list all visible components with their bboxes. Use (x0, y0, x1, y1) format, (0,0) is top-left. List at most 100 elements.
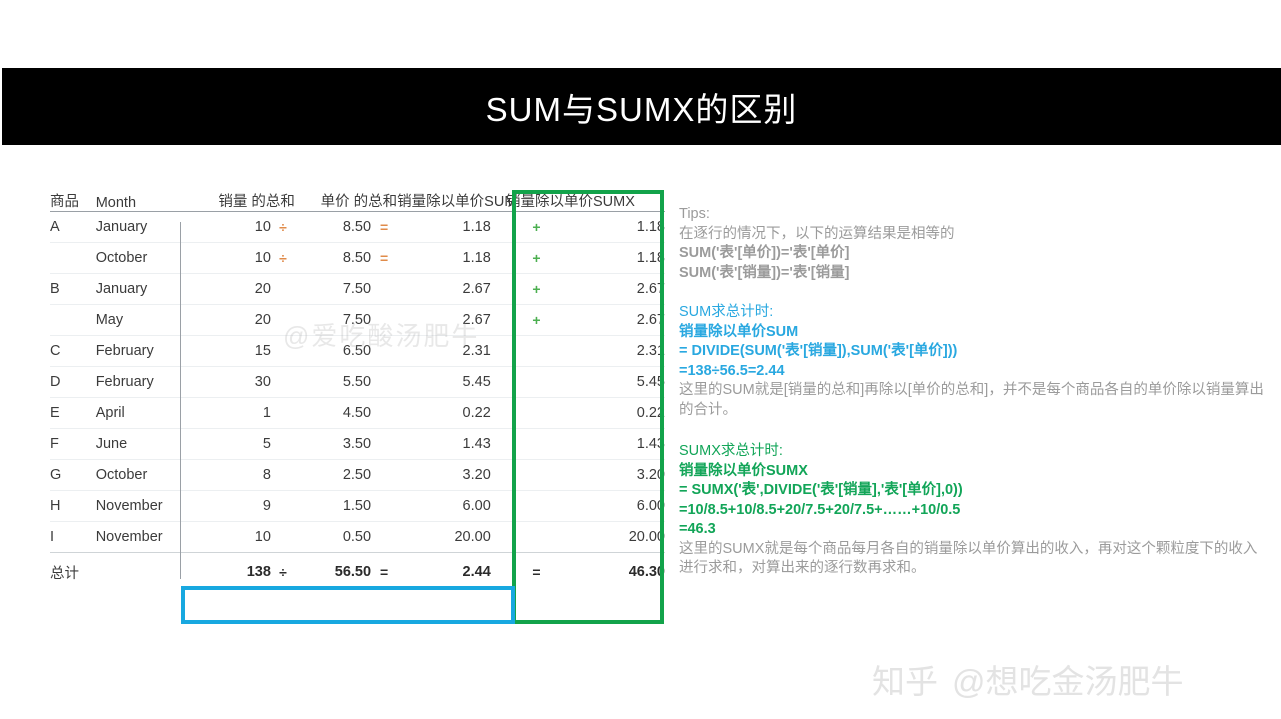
header-month: Month (95, 195, 137, 211)
cell-op-divide: ÷ (270, 242, 295, 274)
total-op-equals: = (371, 552, 398, 591)
cell-qty: 10 (199, 211, 271, 243)
cell-op-divide (270, 273, 295, 305)
total-op-equals-x: = (506, 552, 567, 591)
page-title: SUM与SUMX的区别 (485, 90, 798, 128)
cell-op-divide (270, 304, 295, 336)
cell-gap (490, 459, 507, 491)
sum-heading: SUM求总计时: (679, 304, 774, 320)
cell-op-plus (506, 521, 567, 553)
sumx-result: =46.3 (679, 521, 716, 537)
cell-qty: 9 (199, 490, 271, 522)
sumx-expansion: =10/8.5+10/8.5+20/7.5+20/7.5+……+10/0.5 (679, 501, 961, 518)
header-product: 商品 (50, 194, 79, 210)
cell-product: G (50, 459, 96, 491)
tips-line-3: SUM('表'[销量])='表'[销量] (679, 264, 850, 281)
cell-gap (490, 521, 507, 553)
cell-product (50, 242, 96, 274)
total-op-divide: ÷ (270, 552, 295, 591)
cell-qty: 10 (199, 521, 271, 553)
cell-op-equals (371, 397, 398, 429)
cell-qty: 20 (199, 273, 271, 305)
sumx-heading: SUMX求总计时: (679, 443, 783, 459)
cell-sumx: 20.00 (566, 521, 665, 553)
cell-sumx: 1.18 (566, 211, 665, 243)
cell-op-divide (270, 459, 295, 491)
cell-op-plus (506, 428, 567, 460)
header-sum: 销量除以单价SUM (397, 194, 517, 210)
cell-sum: 0.22 (397, 397, 491, 429)
cell-op-equals (371, 304, 398, 336)
cell-op-divide (270, 428, 295, 460)
cell-op-equals (371, 521, 398, 553)
sum-result: =138÷56.5=2.44 (679, 362, 785, 379)
cell-gap (490, 242, 507, 274)
cell-sumx: 2.67 (566, 273, 665, 305)
cell-op-equals (371, 366, 398, 398)
cell-product (50, 304, 96, 336)
total-qty: 138 (199, 552, 271, 591)
cell-op-equals (371, 273, 398, 305)
cell-qty: 1 (199, 397, 271, 429)
cell-qty: 30 (199, 366, 271, 398)
cell-gap (490, 366, 507, 398)
sum-total-highlight-box (181, 586, 515, 624)
total-label: 总计 (50, 552, 96, 591)
cell-month: February (95, 366, 200, 398)
cell-sum: 3.20 (397, 459, 491, 491)
cell-product: A (50, 211, 96, 243)
spacer-2 (679, 420, 1279, 442)
cell-op-plus (506, 335, 567, 367)
cell-product: H (50, 490, 96, 522)
cell-price: 8.50 (294, 211, 372, 243)
cell-sum: 1.18 (397, 242, 491, 274)
sumx-formula: = SUMX('表',DIVIDE('表'[销量],'表'[单价],0)) (679, 482, 963, 498)
cell-op-divide (270, 335, 295, 367)
cell-op-divide (270, 521, 295, 553)
cell-op-divide (270, 397, 295, 429)
total-sumx: 46.30 (566, 552, 665, 591)
cell-sumx: 1.43 (566, 428, 665, 460)
cell-op-plus (506, 366, 567, 398)
cell-qty: 20 (199, 304, 271, 336)
table-row: C February 15 6.50 2.31 2.31 (50, 335, 665, 367)
tips-line-1: 在逐行的情况下，以下的运算结果是相等的 (679, 225, 955, 242)
table-row: E April 1 4.50 0.22 0.22 (50, 397, 665, 429)
cell-sumx: 6.00 (566, 490, 665, 522)
cell-gap (490, 397, 507, 429)
cell-op-equals (371, 490, 398, 522)
cell-month: November (95, 490, 200, 522)
table-row: I November 10 0.50 20.00 20.00 (50, 521, 665, 553)
cell-price: 5.50 (294, 366, 372, 398)
sum-block: SUM求总计时: 销量除以单价SUM = DIVIDE(SUM('表'[销量])… (679, 303, 1279, 420)
cell-gap (490, 490, 507, 522)
cell-sum: 2.67 (397, 273, 491, 305)
cell-op-plus: + (506, 242, 567, 274)
cell-price: 4.50 (294, 397, 372, 429)
cell-product: I (50, 521, 96, 553)
sumx-note: 这里的SUMX就是每个商品每月各自的销量除以单价算出的收入，再对这个颗粒度下的收… (679, 540, 1258, 577)
brand-name: 知乎 (872, 663, 938, 700)
cell-sumx: 0.22 (566, 397, 665, 429)
cell-product: D (50, 366, 96, 398)
cell-qty: 15 (199, 335, 271, 367)
cell-price: 6.50 (294, 335, 372, 367)
cell-gap (490, 304, 507, 336)
cell-gap (490, 335, 507, 367)
cell-product: C (50, 335, 96, 367)
cell-product: E (50, 397, 96, 429)
tips-line-2: SUM('表'[单价])='表'[单价] (679, 245, 850, 261)
cell-month: May (95, 304, 200, 336)
cell-product: F (50, 428, 96, 460)
cell-op-plus: + (506, 273, 567, 305)
slide-title-bar: SUM与SUMX的区别 (2, 68, 1281, 145)
sum-measure: 销量除以单价SUM (679, 323, 799, 340)
cell-sumx: 5.45 (566, 366, 665, 398)
cell-month: January (95, 273, 200, 305)
cell-month: April (95, 397, 200, 429)
cell-sum: 2.31 (397, 335, 491, 367)
cell-sumx: 2.31 (566, 335, 665, 367)
cell-gap (490, 273, 507, 305)
brand-watermark: 知乎 @想吃金汤肥牛 (872, 655, 1184, 703)
